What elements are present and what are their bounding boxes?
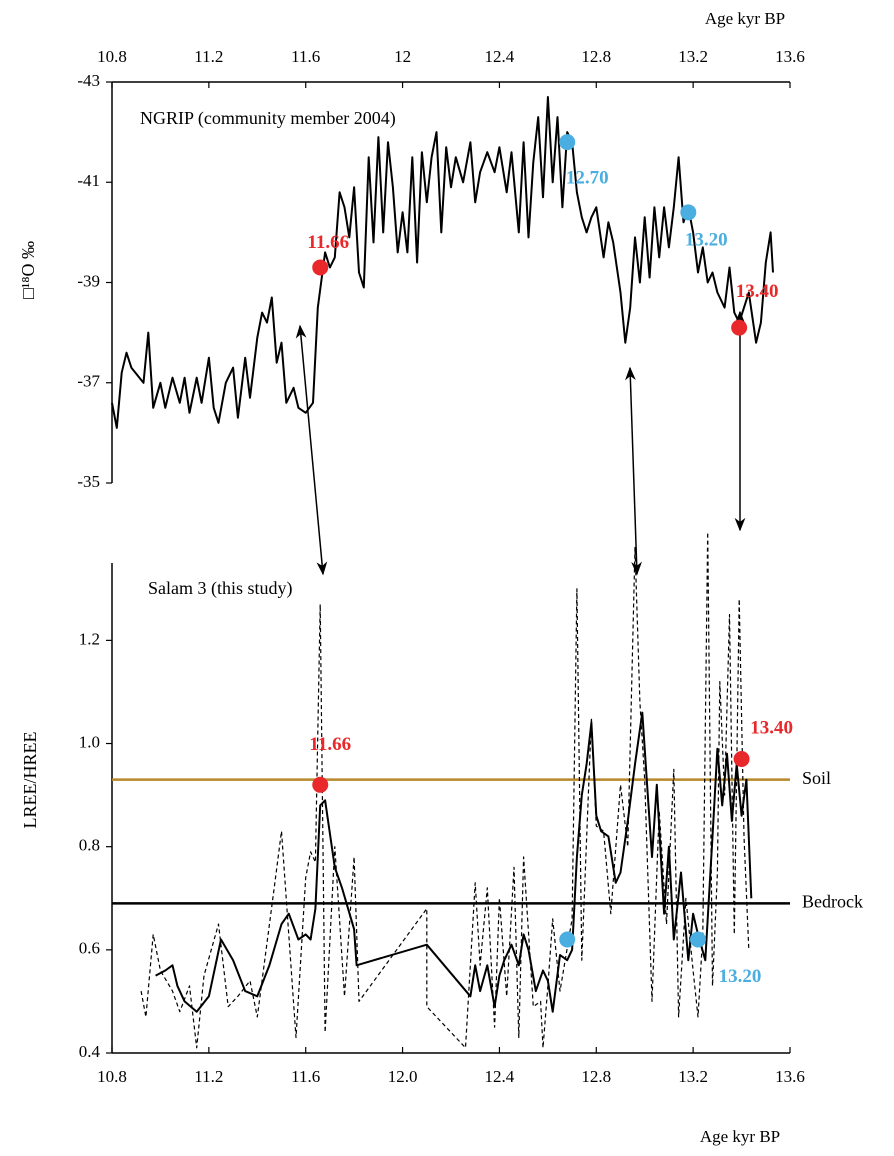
y-tick-label: 1.2 [79,629,100,648]
marker-label: 13.20 [719,966,762,987]
x-tick-label: 13.2 [678,1067,708,1086]
marker-label: 13.40 [736,281,779,302]
y-tick-label: -41 [77,171,100,190]
marker [312,259,329,276]
data-line [140,531,750,1049]
x-tick-label: 10.8 [97,1067,127,1086]
marker-label: 11.66 [309,734,351,755]
x-tick-label: 11.2 [194,1067,223,1086]
y-tick-label: 0.4 [79,1042,101,1061]
marker-label: 13.40 [750,717,793,738]
marker-label: 13.20 [685,230,728,251]
marker-label: 11.66 [307,232,349,253]
x-tick-label: 11.6 [291,47,320,66]
data-line [155,711,753,1013]
reference-label: Bedrock [802,892,863,912]
reference-label: Soil [802,768,831,788]
x-tick-label: 12.8 [581,1067,611,1086]
panel-title: Salam 3 (this study) [148,578,293,599]
marker [559,134,576,151]
y-tick-label: -39 [77,271,100,290]
x-tick-label: 11.2 [194,47,223,66]
y-tick-label: 1.0 [79,732,100,751]
arrows [295,310,746,576]
arrow [625,366,642,576]
x-tick-label: 11.6 [291,1067,320,1086]
y-tick-label: -43 [77,71,100,90]
marker-label: 12.70 [566,168,609,189]
y-tick-label: 0.6 [79,939,100,958]
x-axis-label: Age kyr BP [705,9,785,28]
x-tick-label: 13.6 [775,1067,805,1086]
marker [559,931,576,948]
x-tick-label: 13.2 [678,47,708,66]
marker [312,776,329,793]
marker [731,319,748,336]
arrow [295,324,328,576]
x-tick-label: 12 [394,47,411,66]
y-tick-label: -37 [77,372,100,391]
x-tick-label: 12.0 [388,1067,418,1086]
x-tick-label: 12.4 [485,47,515,66]
panel-title: NGRIP (community member 2004) [140,108,396,129]
x-tick-label: 12.8 [581,47,611,66]
data-line [111,96,774,429]
y-axis-label: LREE/HREE [20,732,40,829]
marker [680,204,697,221]
x-tick-label: 12.4 [485,1067,515,1086]
marker [733,751,750,767]
marker [689,931,706,948]
x-axis-label: Age kyr BP [700,1127,780,1146]
y-tick-label: 0.8 [79,836,100,855]
x-tick-label: 13.6 [775,47,805,66]
x-tick-label: 10.8 [97,47,127,66]
y-axis-label: □¹⁸O ‰ [18,241,38,299]
y-tick-label: -35 [77,472,100,491]
